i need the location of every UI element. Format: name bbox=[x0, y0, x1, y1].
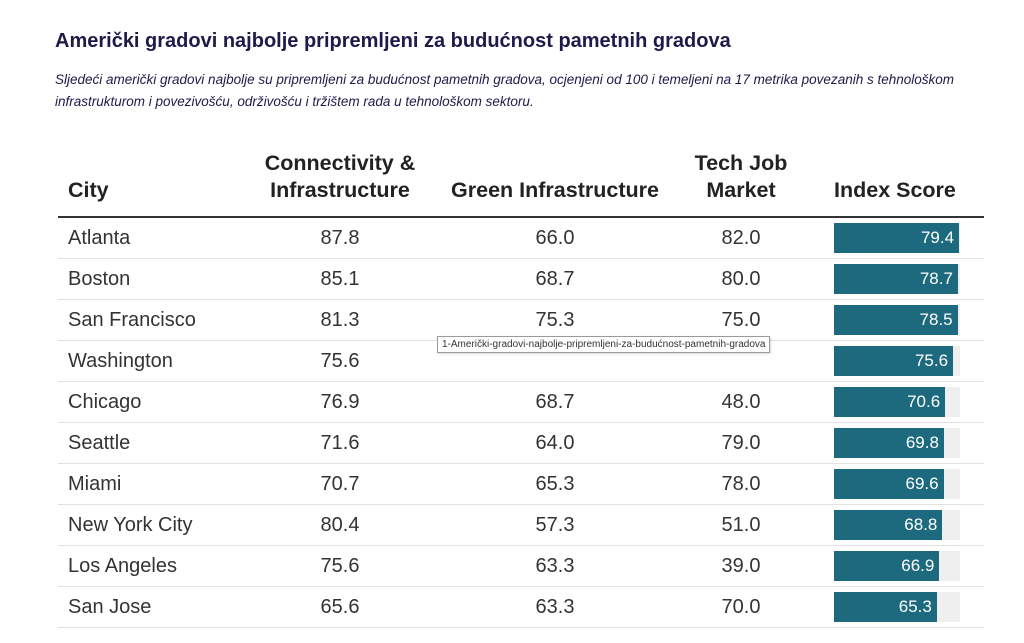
table-row: Atlanta 87.8 66.0 82.0 79.4 bbox=[58, 217, 984, 259]
tech-job-cell: 51.0 bbox=[666, 504, 816, 546]
green-cell: 63.3 bbox=[444, 586, 666, 628]
header-index: Index Score bbox=[816, 137, 984, 218]
city-cell: Washington bbox=[58, 340, 236, 382]
connectivity-cell: 65.6 bbox=[236, 586, 444, 628]
connectivity-cell: 70.7 bbox=[236, 463, 444, 505]
tech-job-cell: 79.0 bbox=[666, 422, 816, 464]
index-cell: 66.9 bbox=[816, 545, 984, 587]
city-cell: Atlanta bbox=[58, 217, 236, 259]
index-cell: 79.4 bbox=[816, 217, 984, 259]
image-tooltip: 1-Američki-gradovi-najbolje-pripremljeni… bbox=[437, 336, 771, 353]
city-cell: San Jose bbox=[58, 586, 236, 628]
index-cell: 70.6 bbox=[816, 381, 984, 423]
city-cell: New York City bbox=[58, 504, 236, 546]
tech-job-cell: 82.0 bbox=[666, 217, 816, 259]
table-row: San Jose 65.6 63.3 70.0 65.3 bbox=[58, 586, 984, 628]
page-subtitle: Sljedeći američki gradovi najbolje su pr… bbox=[55, 72, 955, 109]
green-cell: 75.3 bbox=[444, 299, 666, 341]
index-bar: 65.3 bbox=[834, 592, 937, 622]
tech-job-cell: 75.0 bbox=[666, 299, 816, 341]
index-cell: 78.7 bbox=[816, 258, 984, 300]
city-cell: San Francisco bbox=[58, 299, 236, 341]
connectivity-cell: 75.6 bbox=[236, 545, 444, 587]
index-bar-track: 69.8 bbox=[834, 428, 960, 458]
index-bar: 66.9 bbox=[834, 551, 940, 581]
index-cell: 78.5 bbox=[816, 299, 984, 341]
tech-job-cell: 39.0 bbox=[666, 545, 816, 587]
tech-job-cell: 48.0 bbox=[666, 381, 816, 423]
index-bar-track: 79.4 bbox=[834, 223, 960, 253]
index-bar: 75.6 bbox=[834, 346, 954, 376]
index-cell: 69.6 bbox=[816, 463, 984, 505]
header-city: City bbox=[58, 137, 236, 218]
header-tech-job: Tech Job Market bbox=[666, 137, 816, 218]
green-cell: 65.3 bbox=[444, 463, 666, 505]
index-bar-track: 65.3 bbox=[834, 592, 960, 622]
table-row: San Francisco 81.3 75.3 75.0 78.5 bbox=[58, 299, 984, 341]
connectivity-cell: 85.1 bbox=[236, 258, 444, 300]
index-bar: 78.7 bbox=[834, 264, 958, 294]
index-bar-track: 68.8 bbox=[834, 510, 960, 540]
index-bar: 79.4 bbox=[834, 223, 960, 253]
city-cell: Los Angeles bbox=[58, 545, 236, 587]
index-bar-track: 78.5 bbox=[834, 305, 960, 335]
green-cell: 57.3 bbox=[444, 504, 666, 546]
connectivity-cell: 76.9 bbox=[236, 381, 444, 423]
city-cell: Miami bbox=[58, 463, 236, 505]
index-bar-track: 69.6 bbox=[834, 469, 960, 499]
city-cell: Chicago bbox=[58, 381, 236, 423]
connectivity-cell: 75.6 bbox=[236, 340, 444, 382]
table-row: Chicago 76.9 68.7 48.0 70.6 bbox=[58, 381, 984, 423]
tech-job-cell: 70.0 bbox=[666, 586, 816, 628]
table-row: New York City 80.4 57.3 51.0 68.8 bbox=[58, 504, 984, 546]
index-bar: 70.6 bbox=[834, 387, 946, 417]
index-cell: 69.8 bbox=[816, 422, 984, 464]
green-cell: 66.0 bbox=[444, 217, 666, 259]
table-header-row: City Connectivity & Infrastructure Green… bbox=[58, 137, 984, 218]
green-cell: 63.3 bbox=[444, 545, 666, 587]
page-title: Američki gradovi najbolje pripremljeni z… bbox=[55, 30, 731, 52]
connectivity-cell: 80.4 bbox=[236, 504, 444, 546]
index-cell: 75.6 bbox=[816, 340, 984, 382]
table-row: Miami 70.7 65.3 78.0 69.6 bbox=[58, 463, 984, 505]
table-row: Los Angeles 75.6 63.3 39.0 66.9 bbox=[58, 545, 984, 587]
city-index-table: City Connectivity & Infrastructure Green… bbox=[58, 137, 984, 628]
table-row: Boston 85.1 68.7 80.0 78.7 bbox=[58, 258, 984, 300]
connectivity-cell: 81.3 bbox=[236, 299, 444, 341]
header-green: Green Infrastructure bbox=[444, 137, 666, 218]
index-bar-track: 66.9 bbox=[834, 551, 960, 581]
tech-job-cell: 80.0 bbox=[666, 258, 816, 300]
tech-job-cell: 78.0 bbox=[666, 463, 816, 505]
green-cell: 64.0 bbox=[444, 422, 666, 464]
table-row: Seattle 71.6 64.0 79.0 69.8 bbox=[58, 422, 984, 464]
index-bar-track: 78.7 bbox=[834, 264, 960, 294]
index-bar-track: 75.6 bbox=[834, 346, 960, 376]
index-cell: 65.3 bbox=[816, 586, 984, 628]
connectivity-cell: 87.8 bbox=[236, 217, 444, 259]
green-cell: 68.7 bbox=[444, 258, 666, 300]
index-bar: 78.5 bbox=[834, 305, 958, 335]
header-connectivity: Connectivity & Infrastructure bbox=[236, 137, 444, 218]
index-cell: 68.8 bbox=[816, 504, 984, 546]
connectivity-cell: 71.6 bbox=[236, 422, 444, 464]
index-bar: 68.8 bbox=[834, 510, 943, 540]
city-cell: Seattle bbox=[58, 422, 236, 464]
city-cell: Boston bbox=[58, 258, 236, 300]
index-bar-track: 70.6 bbox=[834, 387, 960, 417]
index-bar: 69.6 bbox=[834, 469, 944, 499]
index-bar: 69.8 bbox=[834, 428, 944, 458]
green-cell: 68.7 bbox=[444, 381, 666, 423]
